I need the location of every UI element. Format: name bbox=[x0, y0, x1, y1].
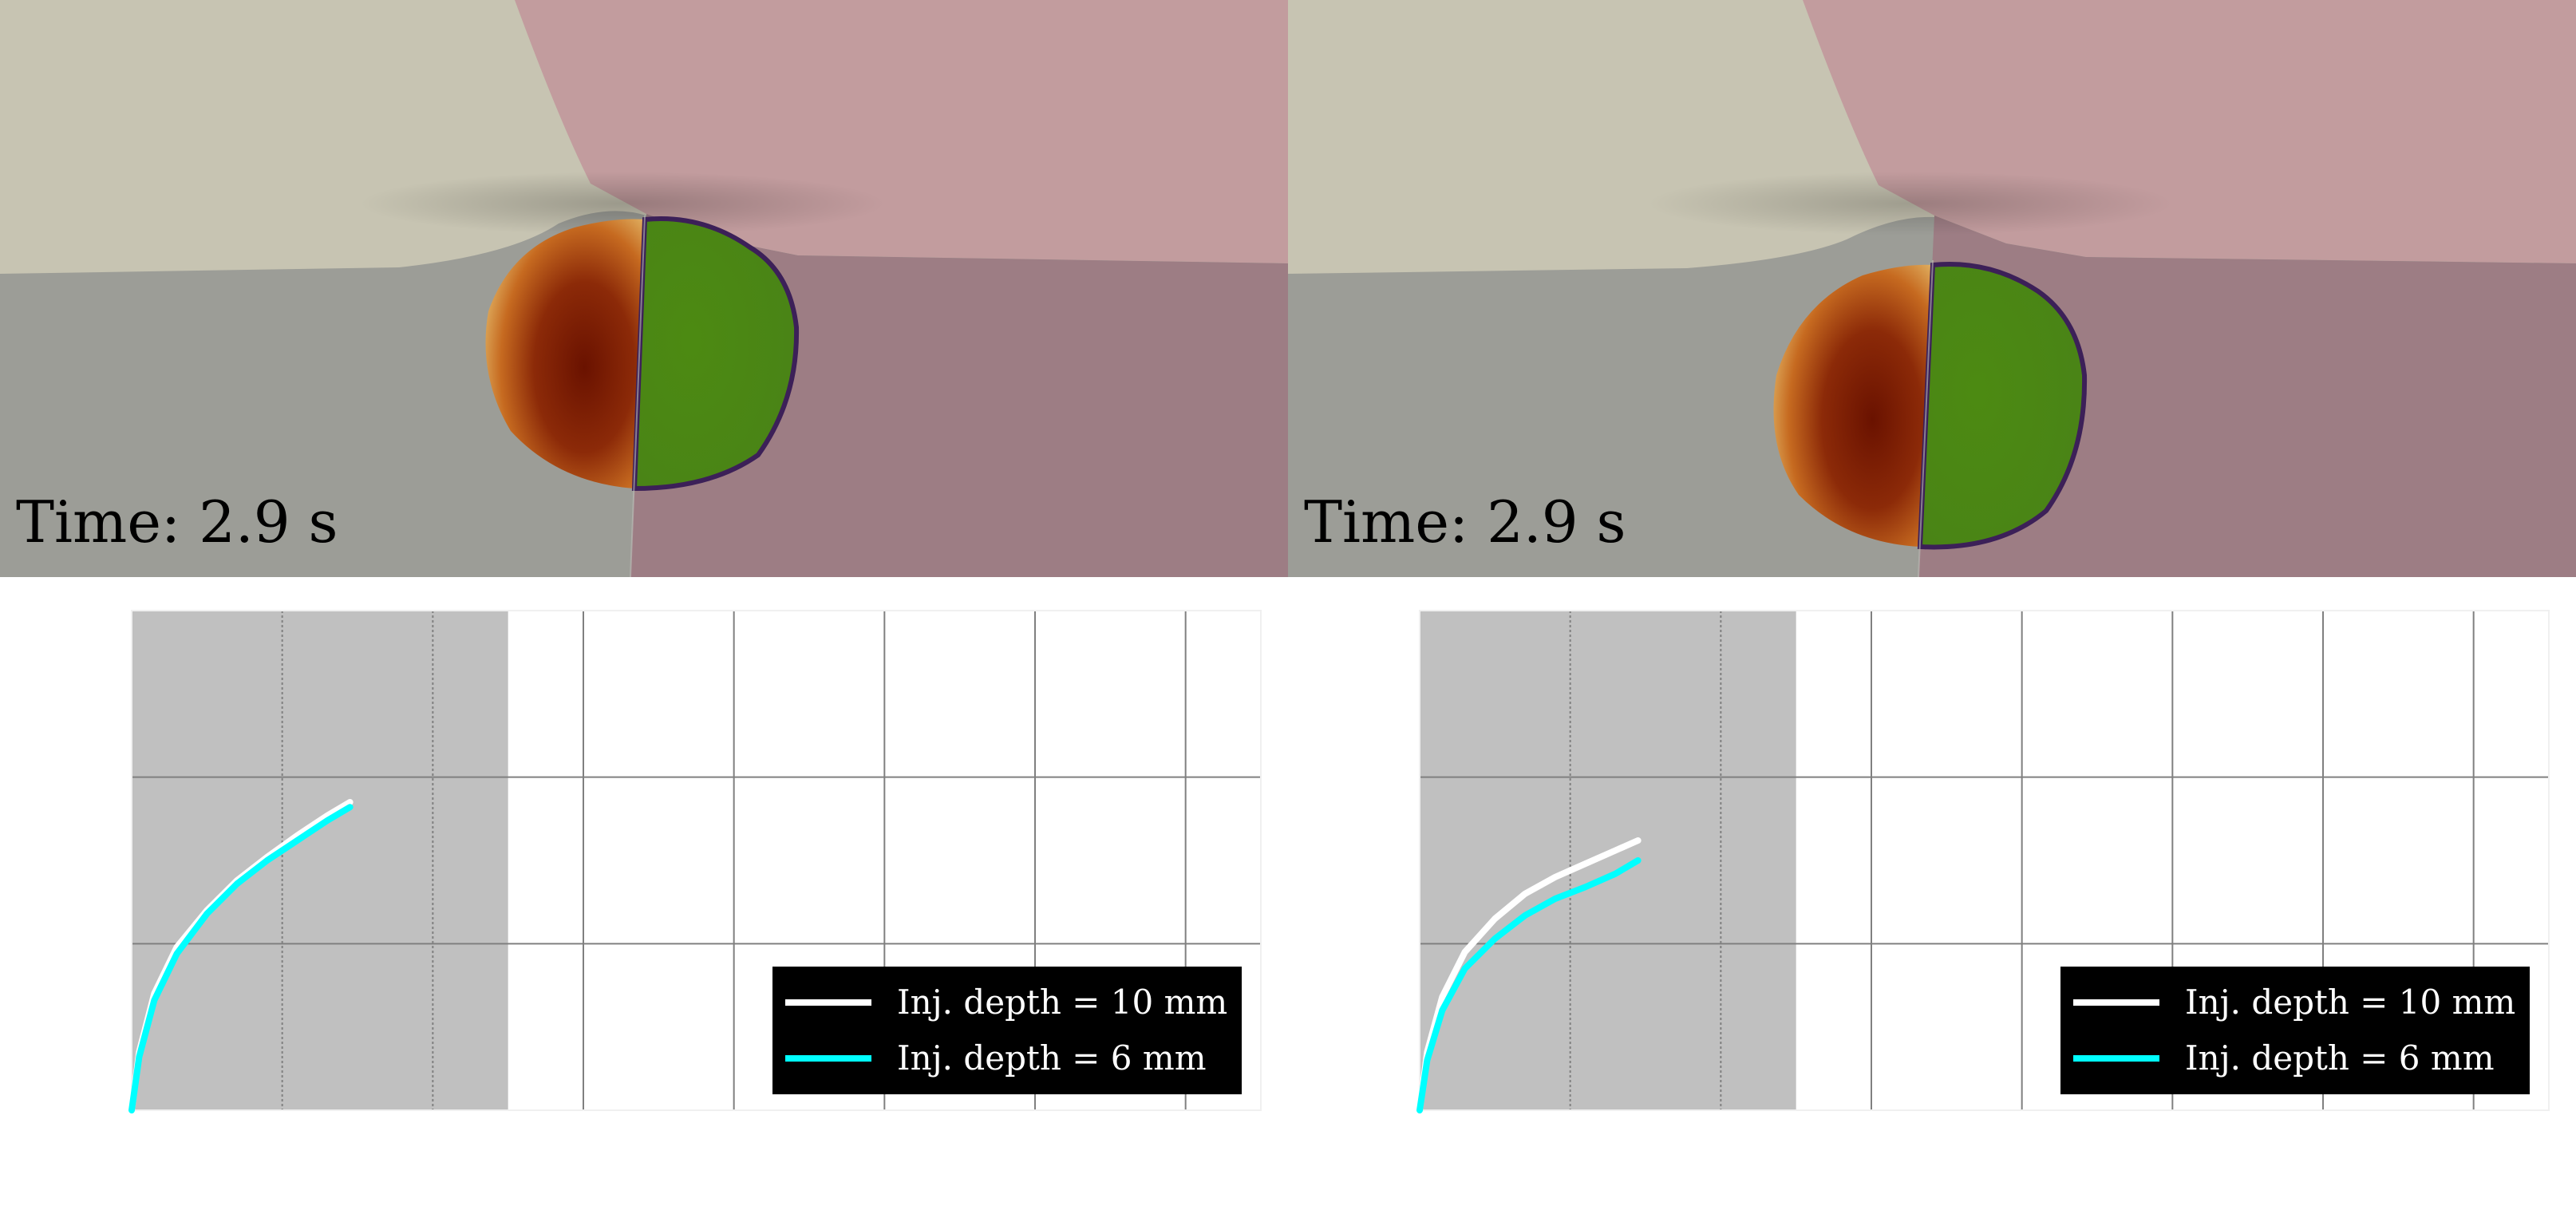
shaded-region bbox=[1420, 611, 1796, 1110]
legend-label-10mm: Inj. depth = 10 mm bbox=[897, 983, 1228, 1022]
droplet-right-half bbox=[1917, 261, 2088, 550]
legend-label-6mm: Inj. depth = 6 mm bbox=[897, 1038, 1207, 1078]
simulation-view-left: Time: 2.9 s bbox=[0, 0, 1288, 577]
legend-swatch-6mm bbox=[785, 1055, 871, 1062]
solid-region-right bbox=[630, 214, 1288, 577]
line-chart-right bbox=[1416, 610, 2550, 1113]
solid-region-right bbox=[1918, 216, 2576, 577]
legend-swatch-6mm bbox=[2073, 1055, 2159, 1062]
simulation-render-right bbox=[1288, 0, 2576, 577]
droplet-left-half bbox=[1773, 264, 1933, 547]
plot-frame bbox=[1419, 610, 2550, 1111]
legend-entry-6mm: Inj. depth = 6 mm bbox=[2060, 1030, 2530, 1086]
series-line-6mm bbox=[1416, 857, 1642, 1113]
legend-swatch-10mm bbox=[2073, 999, 2159, 1006]
droplet-right-half bbox=[631, 216, 800, 492]
simulation-view-right: Time: 2.9 s bbox=[1288, 0, 2576, 577]
line-chart-left bbox=[128, 610, 1262, 1113]
legend-entry-6mm: Inj. depth = 6 mm bbox=[772, 1030, 1242, 1086]
cut-plane-line bbox=[630, 215, 646, 577]
cut-plane-line bbox=[1918, 259, 1934, 577]
legend-entry-10mm: Inj. depth = 10 mm bbox=[2060, 975, 2530, 1030]
legend-label-6mm: Inj. depth = 6 mm bbox=[2185, 1038, 2495, 1078]
chart-legend: Inj. depth = 10 mm Inj. depth = 6 mm bbox=[772, 967, 1242, 1094]
simulation-render-left bbox=[0, 0, 1288, 577]
time-label: Time: 2.9 s bbox=[16, 488, 338, 556]
interface-shadow bbox=[359, 172, 886, 235]
chart-panel-left: Inj. depth = 10 mm Inj. depth = 6 mm bbox=[0, 577, 1288, 1222]
chart-panel-right: Inj. depth = 10 mm Inj. depth = 6 mm bbox=[1288, 577, 2576, 1222]
droplet-left-half bbox=[485, 219, 645, 488]
time-label: Time: 2.9 s bbox=[1304, 488, 1626, 556]
legend-label-10mm: Inj. depth = 10 mm bbox=[2185, 983, 2516, 1022]
shaded-region bbox=[132, 611, 508, 1110]
legend-entry-10mm: Inj. depth = 10 mm bbox=[772, 975, 1242, 1030]
legend-swatch-10mm bbox=[785, 999, 871, 1006]
interface-shadow bbox=[1647, 172, 2174, 235]
plot-frame bbox=[131, 610, 1262, 1111]
chart-legend: Inj. depth = 10 mm Inj. depth = 6 mm bbox=[2060, 967, 2530, 1094]
series-line-6mm bbox=[128, 804, 354, 1113]
